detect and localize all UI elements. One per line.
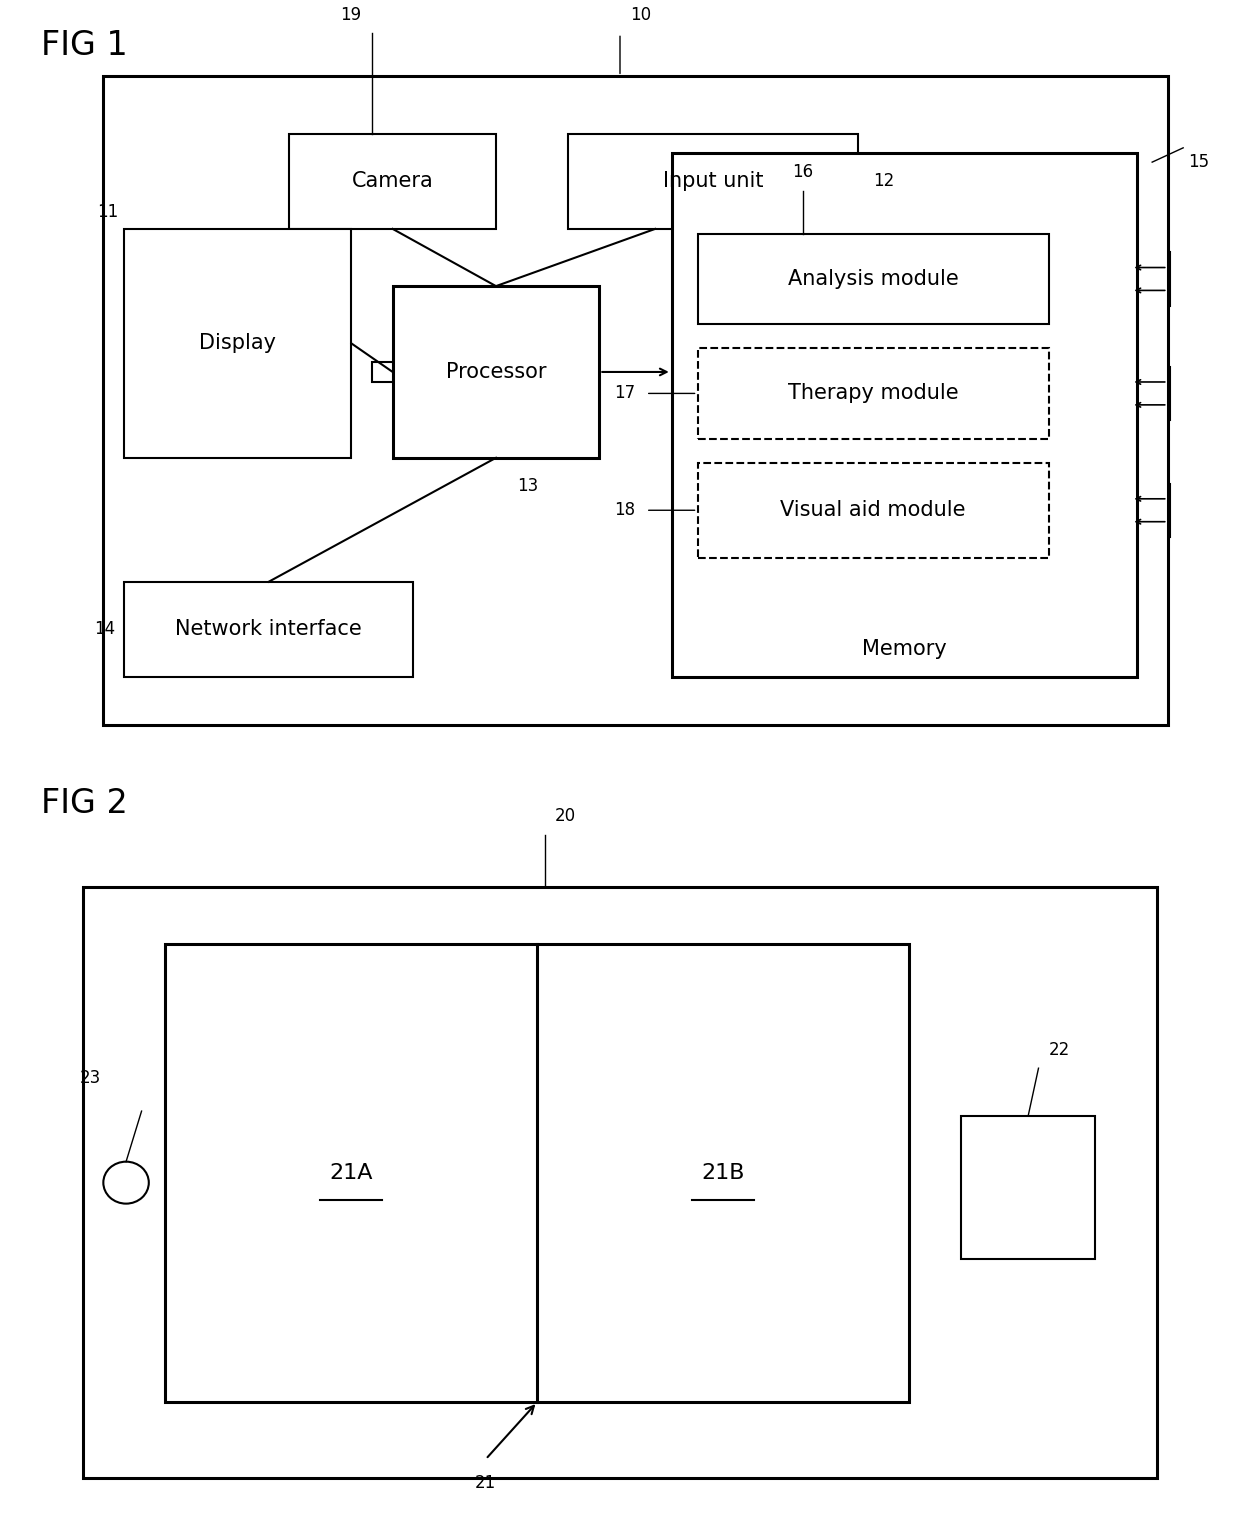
Text: Therapy module: Therapy module: [787, 383, 959, 403]
Bar: [372, 362, 393, 382]
Text: 17: 17: [614, 385, 635, 403]
Bar: [697, 348, 1049, 439]
Text: Memory: Memory: [862, 638, 946, 659]
Text: 12: 12: [873, 172, 894, 191]
Text: 22: 22: [1049, 1041, 1070, 1059]
Bar: [289, 134, 496, 229]
Text: 14: 14: [94, 621, 115, 638]
Text: 13: 13: [517, 476, 538, 494]
Text: Display: Display: [200, 333, 277, 354]
Text: 15: 15: [1188, 153, 1209, 171]
Text: Processor: Processor: [445, 362, 547, 382]
Bar: [697, 462, 1049, 559]
Bar: [961, 1116, 1095, 1259]
Text: 11: 11: [98, 203, 119, 221]
Text: 23: 23: [79, 1070, 100, 1087]
Bar: [393, 287, 599, 458]
Bar: [124, 229, 351, 458]
Bar: [672, 153, 1137, 678]
Text: FIG 2: FIG 2: [41, 787, 128, 819]
Text: 16: 16: [792, 163, 813, 182]
Text: Visual aid module: Visual aid module: [780, 501, 966, 520]
Text: Input unit: Input unit: [662, 171, 764, 191]
Bar: [103, 76, 1168, 725]
Text: 10: 10: [630, 6, 651, 24]
Bar: [697, 233, 1049, 325]
Bar: [568, 134, 858, 229]
Text: Camera: Camera: [352, 171, 434, 191]
Text: FIG 1: FIG 1: [41, 29, 128, 61]
Text: 21A: 21A: [330, 1163, 373, 1183]
Text: 21: 21: [475, 1474, 496, 1491]
Bar: [83, 887, 1157, 1479]
Text: 18: 18: [614, 501, 635, 519]
Bar: [124, 581, 413, 678]
Bar: [165, 945, 909, 1402]
Text: Analysis module: Analysis module: [787, 269, 959, 288]
Text: 19: 19: [341, 6, 362, 24]
Text: 21B: 21B: [702, 1163, 745, 1183]
Text: Network interface: Network interface: [175, 620, 362, 639]
Text: 20: 20: [556, 807, 577, 826]
